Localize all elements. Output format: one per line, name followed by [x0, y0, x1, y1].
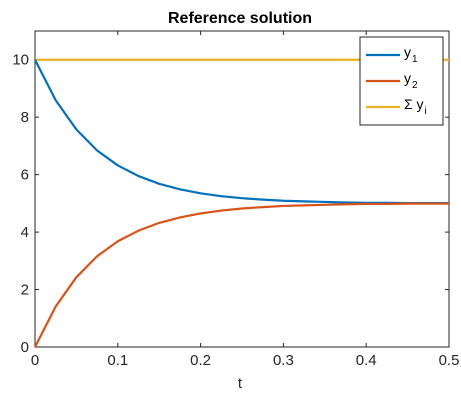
y-tick-label: 10 [12, 52, 29, 69]
x-axis-label: t [238, 375, 243, 392]
legend: y1 y2 Σ yi [359, 36, 444, 126]
y-tick-label: 2 [21, 282, 29, 299]
legend-entry: y2 [404, 70, 418, 91]
x-tick-label: 0.4 [356, 352, 377, 369]
chart-title: Reference solution [168, 10, 312, 27]
legend-entry: y1 [404, 44, 418, 65]
x-tick-label: 0.5 [439, 352, 460, 369]
y-tick-label: 6 [21, 167, 29, 184]
y-tick-label: 0 [21, 339, 29, 356]
y-tick-label: 8 [21, 109, 29, 126]
y-tick-label: 4 [21, 224, 29, 241]
x-tick-label: 0.1 [107, 352, 128, 369]
series-line-1 [34, 202, 449, 348]
x-tick-label: 0.3 [273, 352, 294, 369]
series-line-0 [34, 59, 449, 205]
plot-area: 0 0.1 0.2 0.3 0.4 0.5 0 2 4 6 8 10 y1 y2 Σ yi [12, 30, 460, 369]
x-tick-label: 0.2 [190, 352, 211, 369]
x-tick-label: 0 [31, 352, 39, 369]
legend-entry: Σ yi [404, 96, 427, 117]
